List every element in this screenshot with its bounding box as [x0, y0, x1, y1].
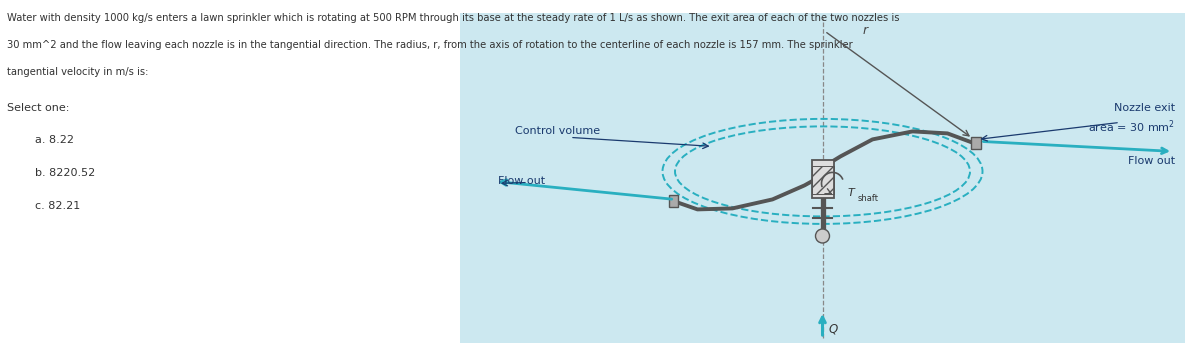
FancyBboxPatch shape [668, 196, 678, 208]
Text: a. 8.22: a. 8.22 [35, 135, 74, 145]
Text: area = 30 mm$^2$: area = 30 mm$^2$ [1088, 118, 1175, 135]
Text: Q: Q [828, 323, 838, 335]
Text: Select one:: Select one: [7, 103, 70, 113]
FancyBboxPatch shape [811, 160, 834, 198]
Text: r: r [863, 24, 868, 37]
Text: tangential velocity in m/s is:: tangential velocity in m/s is: [7, 67, 149, 77]
Text: 30 mm^2 and the flow leaving each nozzle is in the tangential direction. The rad: 30 mm^2 and the flow leaving each nozzle… [7, 40, 853, 50]
Text: Flow out: Flow out [498, 176, 545, 186]
Text: b. 8220.52: b. 8220.52 [35, 168, 95, 178]
Text: Nozzle exit: Nozzle exit [1114, 103, 1175, 113]
Text: Control volume: Control volume [515, 126, 600, 136]
Text: Water with density 1000 kg/s enters a lawn sprinkler which is rotating at 500 RP: Water with density 1000 kg/s enters a la… [7, 13, 900, 23]
Text: c. 82.21: c. 82.21 [35, 201, 80, 211]
Text: T: T [847, 189, 854, 198]
Text: Flow out: Flow out [1128, 156, 1175, 166]
Bar [460, 13, 1186, 343]
FancyBboxPatch shape [971, 137, 980, 149]
Circle shape [816, 229, 829, 243]
Text: shaft: shaft [858, 194, 878, 203]
